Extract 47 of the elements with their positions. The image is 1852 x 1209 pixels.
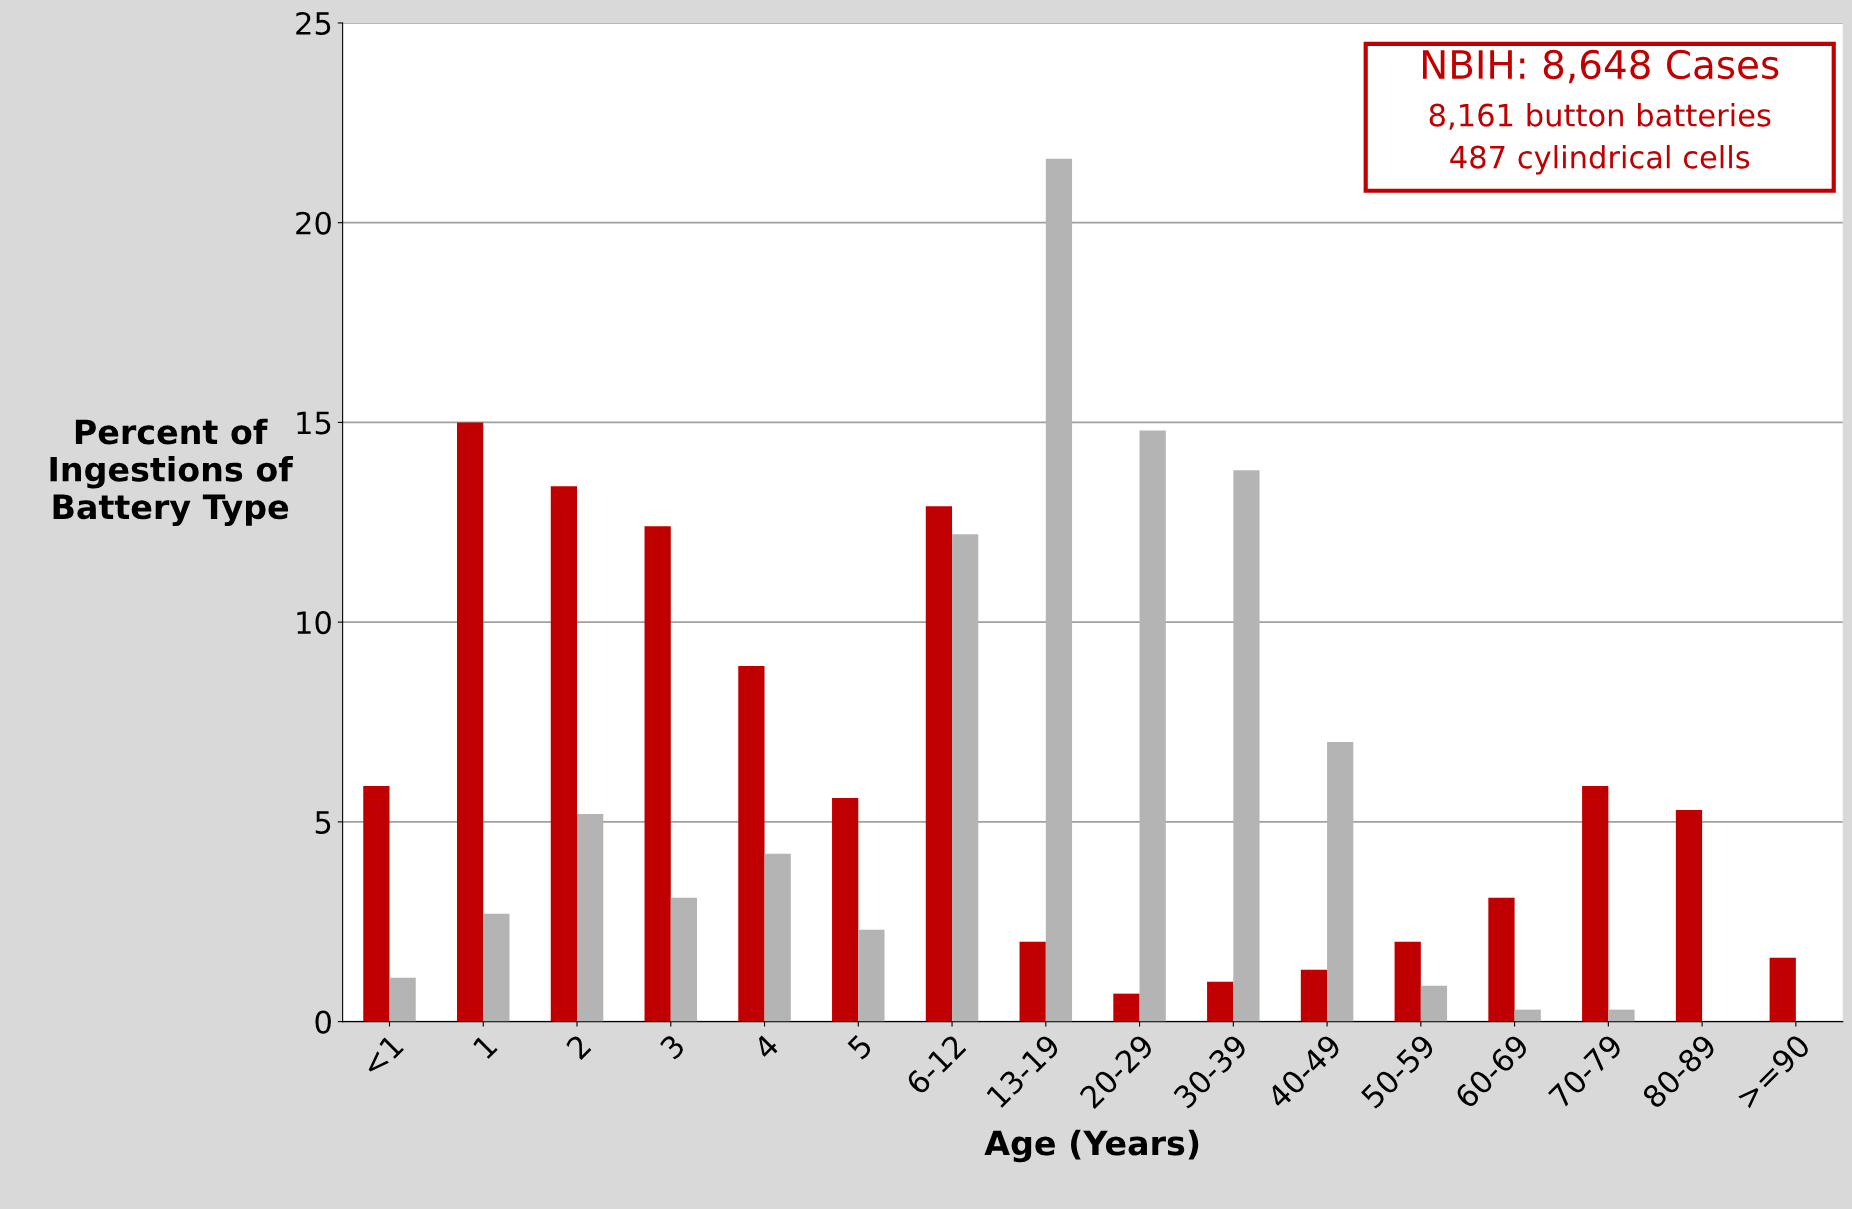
y-axis-title: Percent of Ingestions of Battery Type [50,418,294,527]
x-tick-label: 3 [659,1033,686,1061]
x-tick-label: 1 [472,1033,498,1060]
bar [644,526,671,1022]
bar [1420,985,1448,1022]
x-tick-label: 4 [752,1033,780,1061]
bar [1327,741,1354,1022]
bar [1394,941,1421,1022]
bar [1233,470,1260,1022]
bar [1769,957,1796,1022]
bar [1300,969,1328,1022]
annotation: 487 cylindrical cells [1450,145,1750,175]
x-axis-title: Age (Years) [984,1129,1199,1163]
bar [1608,1009,1635,1022]
x-tick-label: <1 [360,1033,404,1078]
bar [389,977,416,1022]
y-tick-label: 0 [315,1010,331,1034]
annotation: NBIH: 8,648 Cases [1423,49,1779,84]
bar [1019,941,1046,1022]
bar [1113,993,1140,1022]
bar [1207,981,1234,1022]
y-tick-label: 15 [297,411,331,435]
bar [738,666,765,1022]
bar [832,797,859,1022]
y-tick-label: 5 [315,811,331,834]
x-tick-label: 2 [565,1033,592,1060]
bar [457,422,484,1022]
annotation: 8,161 button batteries [1429,103,1771,130]
y-tick-label: 25 [296,11,331,36]
bar [1139,430,1166,1022]
bar [577,813,604,1022]
bar [483,913,510,1022]
y-tick-label: 10 [297,611,331,635]
bar [925,506,953,1022]
bar [764,853,791,1022]
bar [550,486,578,1022]
bar [1675,809,1703,1022]
bar [1514,1009,1541,1022]
bar [1045,158,1073,1022]
bar [1488,897,1515,1022]
bar [670,897,698,1022]
bar [858,929,885,1022]
x-tick-label: 5 [846,1033,874,1061]
bar [363,785,390,1022]
bar [952,534,979,1022]
bar [1582,785,1609,1022]
y-tick-label: 20 [296,211,331,235]
